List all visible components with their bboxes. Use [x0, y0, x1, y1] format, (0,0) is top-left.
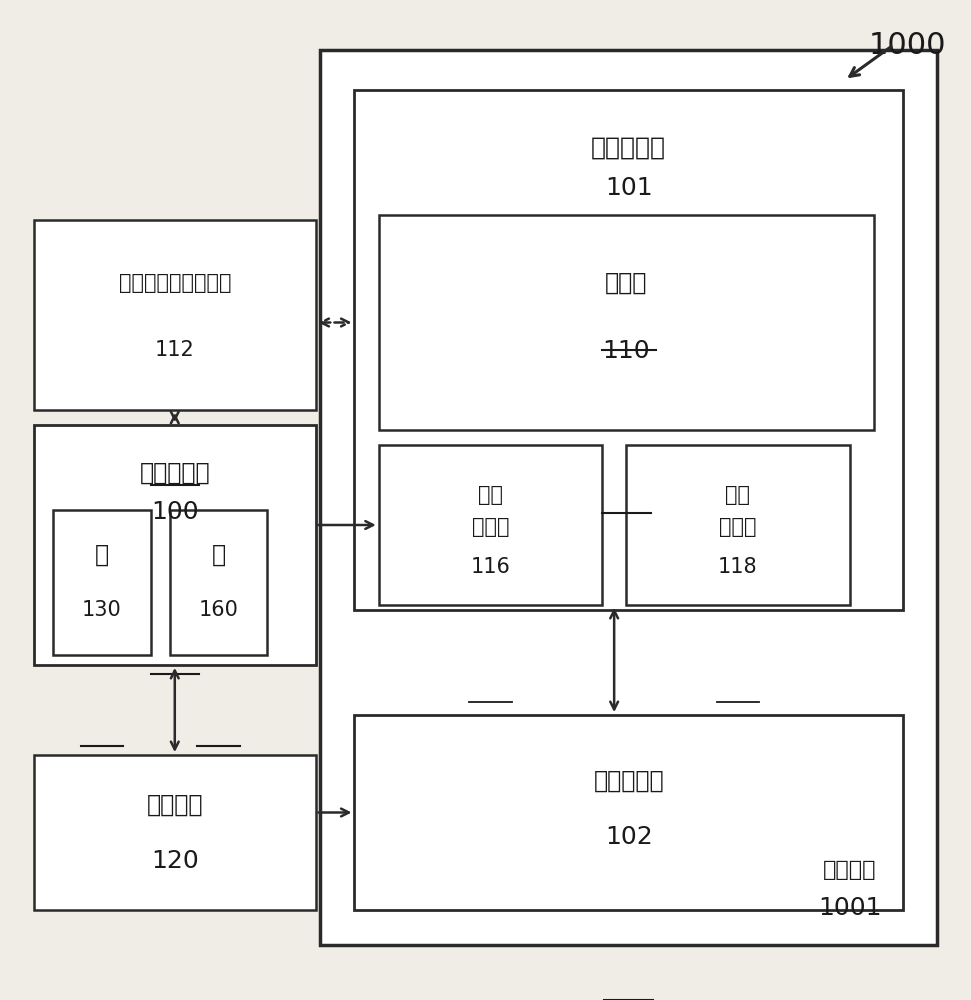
- Text: 101: 101: [605, 176, 653, 200]
- Text: 传感器: 传感器: [472, 517, 509, 537]
- Bar: [34, 755, 316, 910]
- Text: 压力: 压力: [725, 485, 751, 505]
- Bar: [53, 510, 151, 655]
- Text: 控制器: 控制器: [605, 270, 648, 294]
- Text: 116: 116: [470, 557, 511, 577]
- Text: 118: 118: [719, 557, 757, 577]
- Bar: [320, 50, 937, 945]
- Bar: [34, 425, 316, 665]
- Bar: [626, 445, 850, 605]
- Text: 泵: 泵: [212, 542, 225, 566]
- Text: 器官特异性灌注模块: 器官特异性灌注模块: [118, 273, 231, 293]
- Bar: [379, 445, 602, 605]
- Text: 流量: 流量: [478, 485, 503, 505]
- Text: 传感器: 传感器: [720, 517, 756, 537]
- Bar: [354, 715, 903, 910]
- Text: 流体子系统: 流体子系统: [140, 461, 210, 485]
- Text: 110: 110: [602, 338, 651, 362]
- Text: 灌注液源: 灌注液源: [147, 792, 203, 816]
- Text: 100: 100: [151, 500, 199, 524]
- Text: 泵: 泵: [95, 542, 109, 566]
- Text: 调控子系统: 调控子系统: [593, 768, 664, 792]
- Text: 基本单元: 基本单元: [822, 860, 877, 880]
- Bar: [354, 90, 903, 610]
- Text: 102: 102: [605, 826, 653, 850]
- Bar: [34, 220, 316, 410]
- Text: 130: 130: [83, 600, 121, 620]
- Text: 1000: 1000: [869, 30, 947, 60]
- Text: 120: 120: [151, 848, 199, 872]
- Text: 1001: 1001: [818, 896, 882, 920]
- Bar: [170, 510, 267, 655]
- Text: 控制子系统: 控制子系统: [591, 136, 666, 160]
- Bar: [379, 215, 874, 430]
- Text: 112: 112: [155, 340, 194, 360]
- Text: 160: 160: [198, 600, 239, 620]
